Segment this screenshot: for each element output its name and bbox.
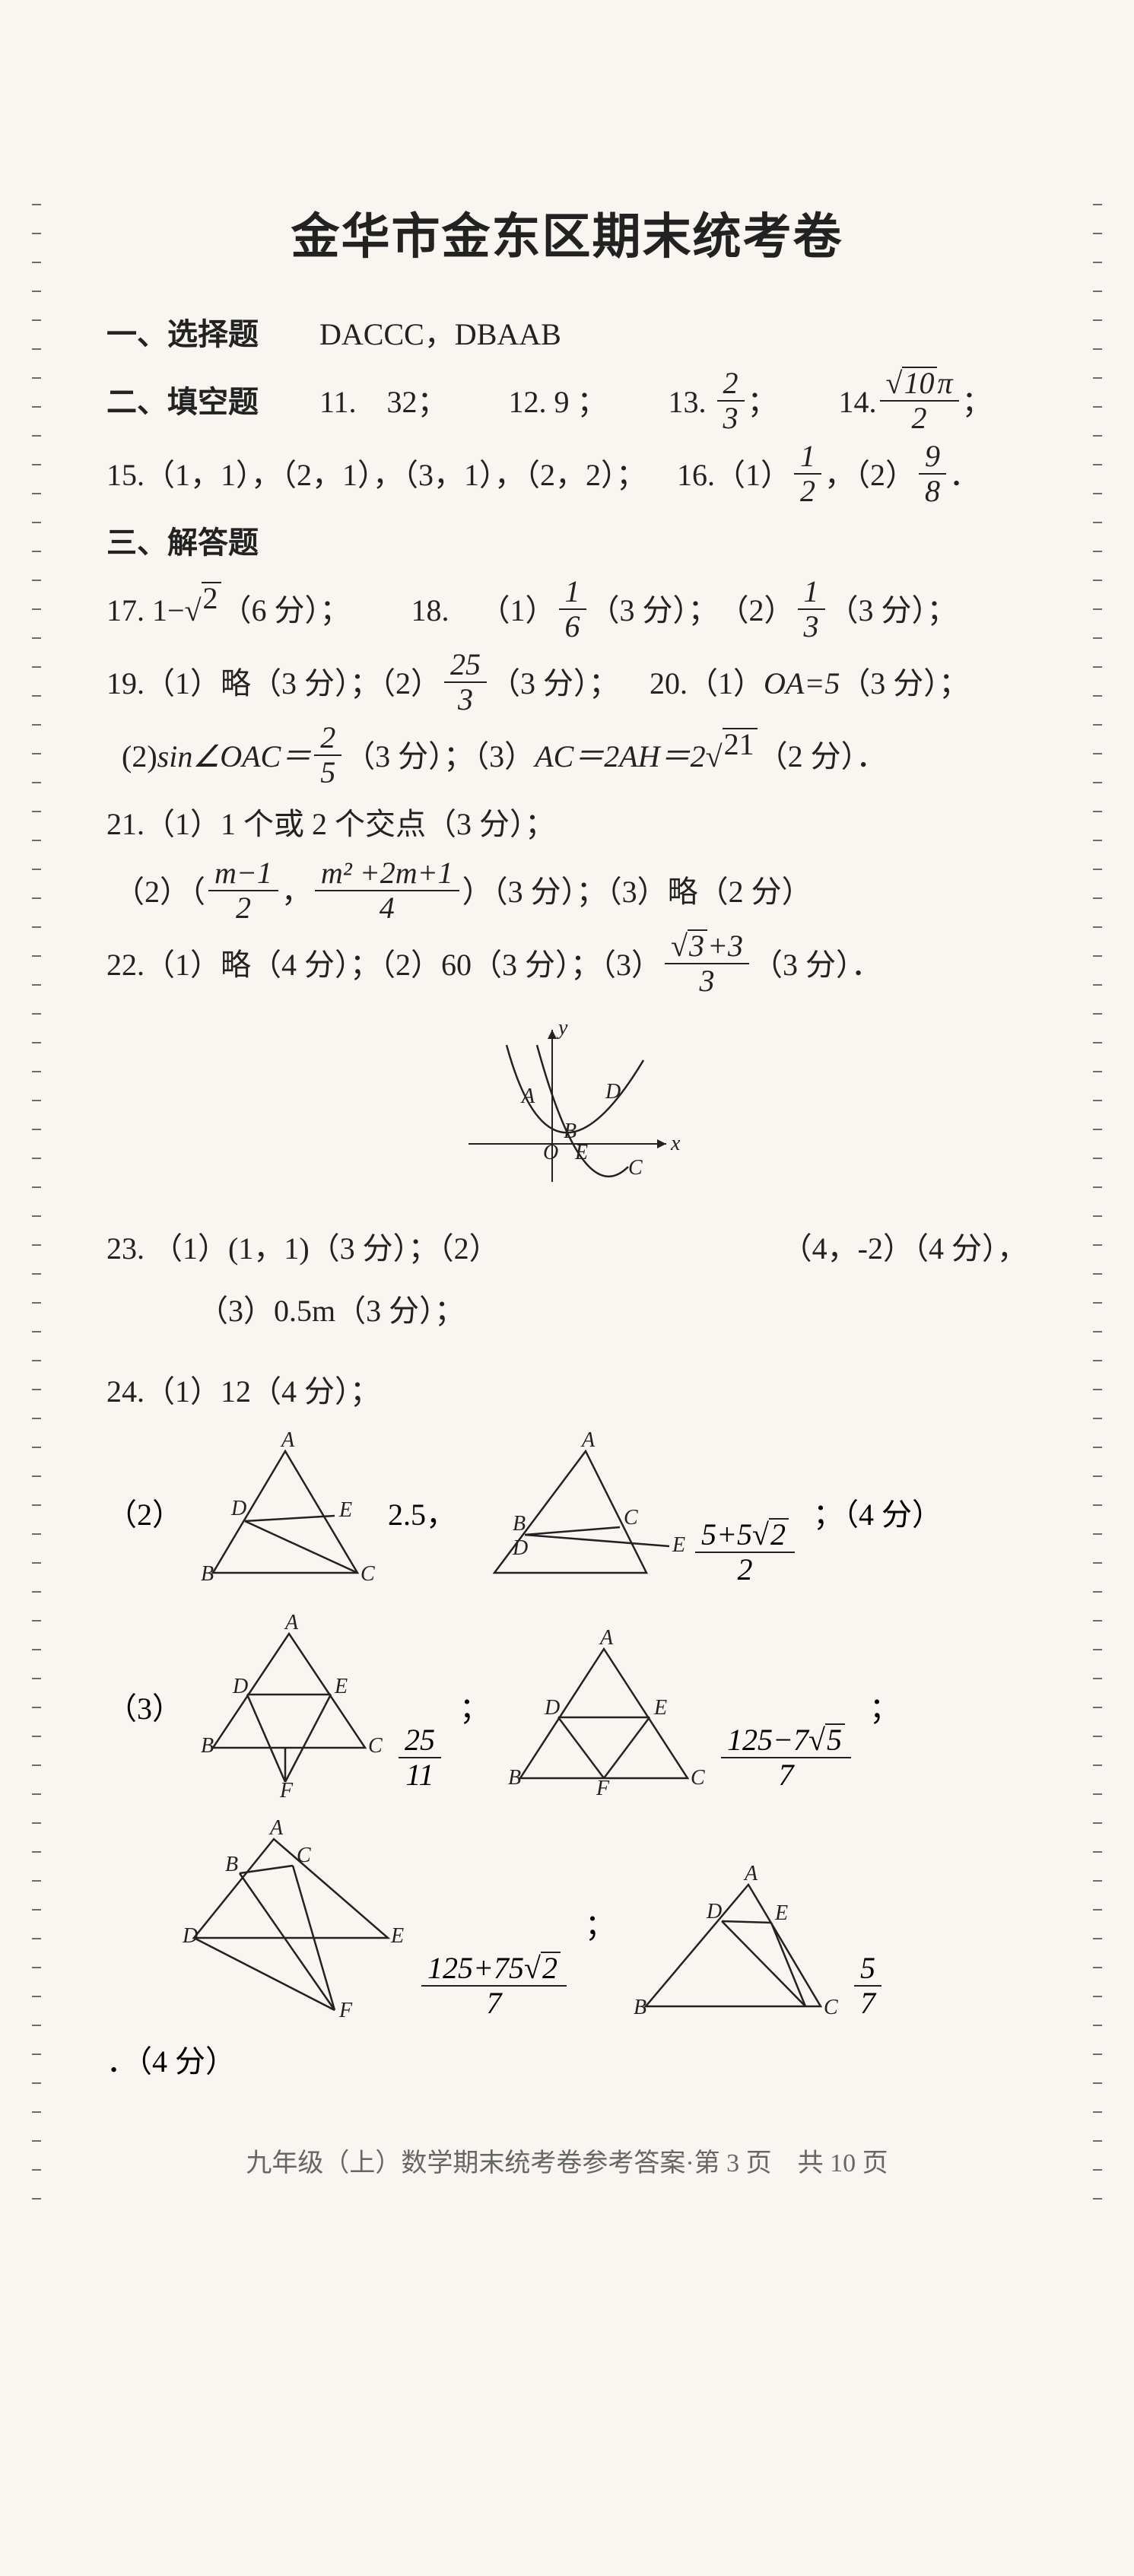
frac-q14: √10π 2: [880, 367, 959, 435]
page-footer: 九年级（上）数学期末统考卷参考答案·第 3 页 共 10 页: [106, 2142, 1028, 2179]
q23b: （3）0.5m（3 分）；: [106, 1282, 1028, 1340]
q21a: 21. （1）1 个或 2 个交点（3 分）；: [106, 796, 1028, 853]
svg-text:B: B: [201, 1734, 214, 1758]
svg-text:B: B: [225, 1853, 238, 1876]
triangle-icon: A D E B C: [631, 1869, 836, 2022]
q23a: 23. （1）(1，1)（3 分）；（2） （4，-2）（4 分），: [106, 1220, 1028, 1278]
svg-text:A: A: [599, 1626, 614, 1650]
q15-q16: 15. （1，1），（2，1），（3，1），（2，2）； 16. （1） 1 2…: [106, 441, 1028, 510]
svg-text:F: F: [596, 1777, 610, 1800]
section-fill: 二、填空题 11. 32； 12. 9 ； 13. 2 3 ； 14. √10π…: [106, 368, 1028, 437]
triangle-icon: A B C D E F: [183, 1824, 403, 2022]
svg-text:E: E: [334, 1675, 348, 1698]
svg-text:C: C: [691, 1766, 705, 1790]
svg-text:A: A: [580, 1428, 596, 1452]
q22: 22. （1）略（4 分）；（2）60（3 分）；（3） √3+3 3 （3 分…: [106, 931, 1028, 999]
frac-q13: 2 3: [717, 367, 745, 435]
svg-text:D: D: [544, 1696, 560, 1720]
q20b: (2) sin ∠OAC＝ 2 5 （3 分）；（3） AC＝2AH＝2 √21…: [106, 723, 1028, 791]
svg-text:D: D: [232, 1675, 248, 1698]
q24-row4: A B C D E F 125+75√2 7 ； A D E B C 5 7: [106, 1824, 1028, 2081]
svg-text:O: O: [543, 1141, 558, 1164]
q24a: 24. （1）12（4 分）；: [106, 1363, 1028, 1421]
q24-row2: （2） A D E B C 2.5， A B D C E 5+5√2 2: [106, 1436, 1028, 1588]
section-mc: 一、选择题 DACCC，DBAAB: [106, 306, 1028, 364]
svg-text:A: A: [268, 1816, 284, 1840]
svg-text:E: E: [672, 1533, 685, 1557]
q19-q20a: 19. （1）略（3 分）；（2） 25 3 （3 分）； 20. （1） OA…: [106, 650, 1028, 718]
fill-label: 二、填空题: [106, 373, 259, 431]
svg-text:D: D: [512, 1536, 528, 1560]
svg-text:B: B: [513, 1512, 526, 1536]
section-long: 三、解答题: [106, 514, 1028, 572]
triangle-icon: A D E B C F: [198, 1618, 380, 1793]
svg-text:C: C: [368, 1734, 383, 1758]
svg-text:B: B: [201, 1562, 214, 1586]
svg-text:D: D: [182, 1924, 198, 1948]
triangle-icon: A B D C E: [472, 1436, 677, 1588]
mc-answers: DACCC，DBAAB: [319, 306, 561, 364]
svg-text:D: D: [605, 1080, 621, 1104]
svg-text:B: B: [508, 1766, 521, 1790]
perforation-left: [32, 190, 41, 2396]
triangle-icon: A D E B C: [198, 1436, 373, 1588]
svg-text:E: E: [390, 1924, 404, 1948]
svg-text:A: A: [520, 1085, 535, 1108]
page-title: 金华市金东区期末统考卷: [106, 198, 1028, 268]
svg-text:B: B: [564, 1120, 577, 1143]
svg-text:C: C: [361, 1562, 375, 1586]
svg-text:F: F: [338, 1999, 353, 2022]
svg-text:E: E: [653, 1696, 667, 1720]
svg-text:E: E: [338, 1498, 352, 1522]
svg-text:E: E: [574, 1141, 588, 1164]
svg-text:C: C: [297, 1844, 311, 1867]
q24-row3: （3） A D E B C F 25 11 ； A D E B: [106, 1618, 1028, 1793]
svg-text:B: B: [634, 1996, 646, 2019]
svg-text:C: C: [824, 1996, 838, 2019]
svg-text:A: A: [743, 1862, 758, 1885]
q21b: （2）（ m−1 2 ， m² +2m+1 4 ）（3 分）；（3）略（2 分）: [106, 858, 1028, 926]
q17-q18: 17. 1− √2 （6 分）； 18. （1） 1 6 （3 分）； （2） …: [106, 577, 1028, 645]
parabola-diagram: O x y A D B E C: [106, 1015, 1028, 1197]
svg-text:C: C: [628, 1156, 643, 1180]
perforation-right: [1093, 190, 1102, 2396]
svg-text:C: C: [624, 1506, 638, 1529]
svg-text:x: x: [670, 1132, 681, 1155]
svg-text:F: F: [279, 1779, 294, 1803]
svg-text:E: E: [774, 1901, 788, 1925]
svg-text:y: y: [556, 1016, 568, 1040]
svg-text:D: D: [706, 1900, 722, 1923]
svg-text:A: A: [280, 1428, 295, 1452]
svg-text:D: D: [230, 1497, 246, 1520]
triangle-icon: A D E B F C: [505, 1634, 703, 1793]
mc-label: 一、选择题: [106, 306, 259, 364]
svg-text:A: A: [284, 1611, 299, 1634]
answer-key-page: 金华市金东区期末统考卷 一、选择题 DACCC，DBAAB 二、填空题 11. …: [0, 0, 1134, 2576]
